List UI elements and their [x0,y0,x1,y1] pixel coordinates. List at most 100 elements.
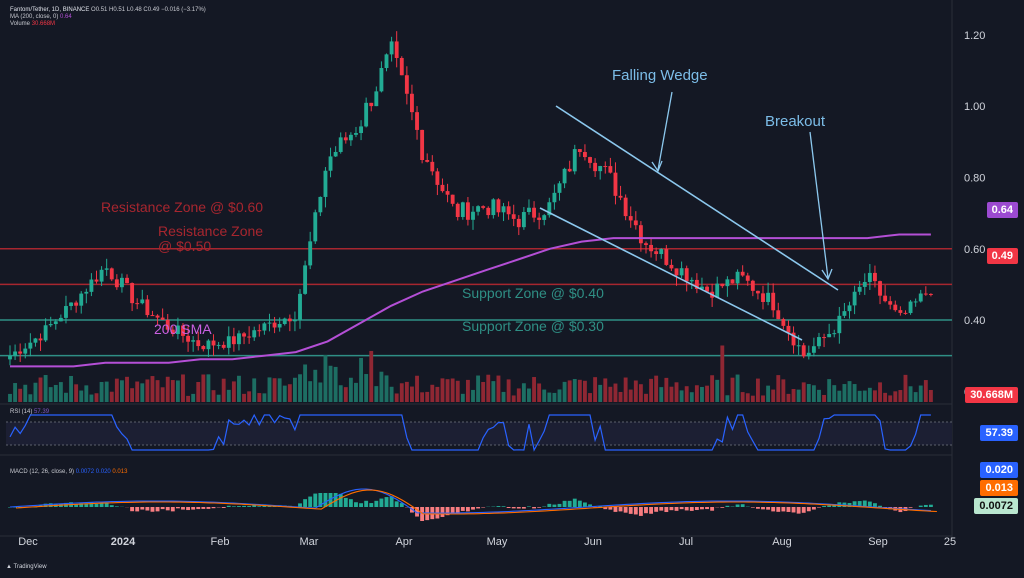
candle-body [807,353,811,356]
volume-bar [105,382,109,402]
candle-body [430,162,434,172]
candle-body [532,208,536,218]
volume-bar [405,382,409,402]
volume-bar [425,392,429,402]
macd-hist-bar [792,507,796,512]
volume-bar [308,381,312,402]
volume-bar [547,393,551,402]
candle-body [731,279,735,283]
candle-body [191,340,195,342]
macd-hist-bar [700,507,704,509]
volume-bar [878,382,882,402]
macd-hist-bar [145,507,149,511]
candle-body [288,319,292,322]
volume-bar [242,394,246,402]
volume-bar [787,394,791,402]
macd-hist-bar [710,507,714,511]
volume-bar [461,394,465,402]
macd-hist-bar [578,501,582,507]
candle-body [364,103,368,127]
macd-hist-bar [517,507,521,509]
volume-bar [374,386,378,402]
candle-body [558,183,562,193]
macd-hist-bar [675,507,679,511]
volume-bar [186,396,190,402]
volume-bar [537,383,541,402]
candle-body [227,336,231,348]
volume-bar [217,395,221,402]
rsi-badge: 57.39 [980,425,1018,441]
candle-body [919,294,923,302]
macd-label: MACD (12, 26, close, 9) [10,469,74,475]
candle-body [8,356,12,360]
macd-hist-bar [817,507,821,508]
breakout-arrow [810,132,828,278]
macd-hist-bar [563,501,567,507]
volume-bar [156,380,160,402]
volume-bar [624,378,628,402]
candle-body [54,321,58,324]
candle-body [517,219,521,227]
volume-bar [191,394,195,402]
volume-bar [664,378,668,402]
volume-bar [898,390,902,402]
wedge-arrow [658,92,672,170]
candle-body [904,313,908,314]
macd-hist-bar [110,505,114,507]
candle-body [156,316,160,318]
macd-hist-bar [629,507,633,514]
macd-hist-bar [639,507,643,516]
macd-hist-bar [156,507,160,511]
macd-hist-bar [298,503,302,507]
macd-info: MACD (12, 26, close, 9) 0.0072 0.020 0.0… [10,469,127,476]
candle-body [593,163,597,171]
candle-body [746,276,750,281]
candle-body [23,349,27,354]
volume-bar [649,379,653,402]
volume-bar [502,392,506,402]
time-tick-label: 25 [944,536,956,548]
volume-bar [654,376,658,402]
candle-body [247,337,251,338]
volume-bar [817,390,821,402]
volume-bar [532,377,536,402]
candle-body [379,68,383,91]
candle-body [766,293,770,302]
volume-bar [379,372,383,402]
time-tick-label: Aug [772,536,792,548]
candle-body [578,149,582,152]
macd-hist-bar [736,504,740,507]
macd-hist-bar [461,507,465,511]
candle-body [893,305,897,310]
volume-bar [54,385,58,402]
volume-bar [23,385,27,402]
volume-bar [792,389,796,402]
volume-bar [919,386,923,402]
wedge-upper-line [556,106,838,290]
macd-hist-bar [481,507,485,508]
candle-body [359,126,363,133]
time-tick-label: Jul [679,536,693,548]
volume-bar [130,388,134,402]
macd-hist-bar [781,507,785,511]
macd-hist-bar [161,507,165,509]
candle-body [415,112,419,130]
macd-hist-bar [878,506,882,507]
symbol-info: Fantom/Tether, 1D, BINANCE O0.51 H0.51 L… [10,7,206,14]
macd-hist-bar [471,507,475,510]
volume-bar [888,395,892,402]
time-tick-label: May [487,536,508,548]
candle-body [329,156,333,170]
support-040-label: Support Zone @ $0.40 [462,285,604,301]
volume-bar [822,395,826,402]
volume-bar [39,378,43,402]
candle-body [868,273,872,282]
volume-bar [206,374,210,402]
candle-body [497,199,501,212]
macd-hist-bar [232,506,236,507]
volume-bar [868,388,872,402]
candle-body [324,171,328,197]
volume-bar [364,374,368,402]
macd-hist-bar [206,507,210,509]
candle-body [161,318,165,320]
